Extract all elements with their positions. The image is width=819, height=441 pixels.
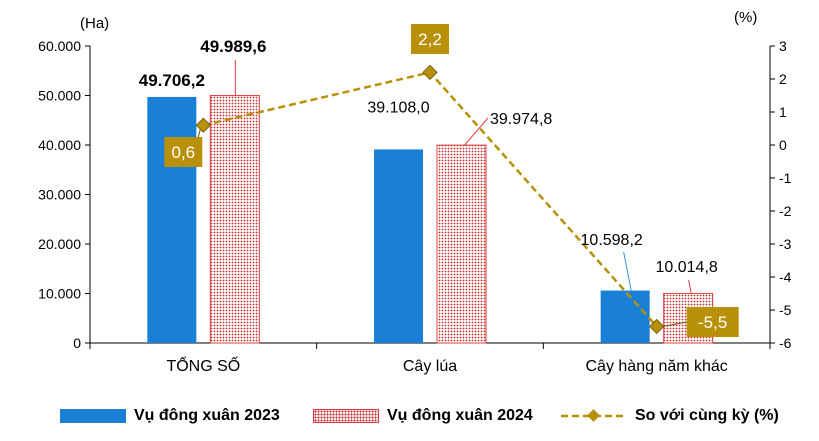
pct-leader-line [197, 129, 201, 138]
left-tick-label: 20.000 [38, 236, 81, 252]
legend: Vụ đông xuân 2023 Vụ đông xuân 2024 So v… [0, 396, 819, 436]
bar-2023 [147, 96, 197, 343]
left-tick-label: 60.000 [38, 38, 81, 54]
trend-marker [649, 318, 665, 335]
pct-value-label: -5,5 [698, 313, 727, 332]
bar-2024 [436, 144, 487, 344]
right-tick-label: -4 [779, 269, 792, 285]
pct-value-label: 2,2 [418, 30, 442, 49]
trend-line [195, 64, 665, 335]
label-leader-line [464, 117, 489, 146]
label-leader-line [688, 279, 692, 294]
bars [147, 95, 714, 344]
left-tick-label: 40.000 [38, 137, 81, 153]
right-tick-label: 3 [779, 38, 787, 54]
right-tick-label: -5 [779, 302, 792, 318]
right-tick-label: 0 [779, 137, 787, 153]
bar-value-label: 39.108,0 [367, 99, 429, 116]
category-label: Cây lúa [403, 358, 457, 375]
right-tick-label: -1 [779, 170, 792, 186]
pct-label-box [686, 307, 739, 337]
bar-value-label: 49.706,2 [139, 71, 205, 90]
bar-2023 [600, 290, 650, 343]
right-tick-label: -2 [779, 203, 792, 219]
legend-swatch-percent [561, 409, 627, 422]
bar-value-label: 39.974,8 [490, 111, 552, 128]
left-tick-label: 10.000 [38, 286, 81, 302]
trend-polyline [203, 71, 658, 328]
category-label: Cây hàng năm khác [586, 358, 728, 375]
pct-label-box [411, 24, 449, 54]
right-tick-label: 2 [779, 71, 787, 87]
data-labels: 49.706,2 49.989,6 39.108,0 39.974,8 10.598,2… [139, 24, 739, 337]
bar-value-label: 10.598,2 [581, 232, 643, 249]
trend-marker [422, 64, 438, 81]
bar-value-label: 49.989,6 [200, 37, 266, 56]
legend-label-2023: Vụ đông xuân 2023 [134, 407, 280, 424]
right-axis-unit: (%) [734, 9, 757, 26]
category-label: TỔNG SỐ [166, 355, 240, 375]
legend-item-2023: Vụ đông xuân 2023 [60, 404, 280, 428]
trend-marker [195, 117, 211, 133]
left-tick-label: 50.000 [38, 88, 81, 104]
label-leader-line [623, 251, 632, 291]
left-tick-label: 0 [73, 335, 81, 351]
legend-item-2024: Vụ đông xuân 2024 [313, 404, 533, 428]
pct-value-label: 0,6 [172, 143, 196, 162]
bar-2024 [209, 95, 260, 344]
left-tick-label: 30.000 [38, 187, 81, 203]
right-tick-label: 1 [779, 104, 787, 120]
left-axis-unit: (Ha) [80, 15, 109, 32]
right-tick-label: -3 [779, 236, 792, 252]
right-tick-label: -6 [779, 335, 792, 351]
legend-label-percent: So với cùng kỳ (%) [635, 407, 779, 424]
pct-label-box [164, 137, 203, 167]
axes: 0 10.000 20.000 30.000 40.000 50.000 60.000 -6 -… [38, 38, 791, 375]
pct-leader-line [662, 321, 687, 327]
legend-swatch-2024 [313, 409, 379, 423]
bar-value-label: 10.014,8 [656, 259, 718, 276]
legend-swatch-2023 [60, 409, 126, 423]
legend-label-2024: Vụ đông xuân 2024 [387, 407, 533, 424]
legend-item-percent: So với cùng kỳ (%) [561, 404, 779, 428]
bar-2023 [374, 149, 423, 343]
